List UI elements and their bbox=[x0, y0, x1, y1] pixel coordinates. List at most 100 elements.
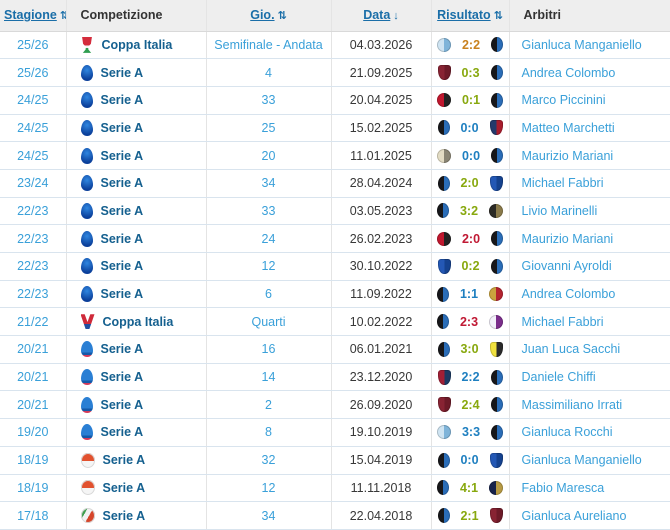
competition-link[interactable]: Serie A bbox=[100, 370, 144, 385]
home-team-badge-icon[interactable] bbox=[437, 148, 451, 163]
competition-link[interactable]: Serie A bbox=[100, 397, 144, 412]
away-team-badge-icon[interactable] bbox=[489, 175, 503, 191]
home-team-badge-icon[interactable] bbox=[437, 231, 451, 246]
referee-link[interactable]: Gianluca Manganiello bbox=[509, 31, 670, 60]
matchday-link[interactable]: 8 bbox=[206, 418, 332, 447]
competition-link[interactable]: Serie A bbox=[102, 508, 146, 523]
away-team-badge-icon[interactable] bbox=[490, 258, 503, 274]
season-link[interactable]: 24/25 bbox=[0, 86, 67, 115]
away-team-badge-icon[interactable] bbox=[489, 341, 503, 357]
competition-link[interactable]: Serie A bbox=[100, 65, 144, 80]
home-team-badge-icon[interactable] bbox=[437, 369, 451, 385]
season-link[interactable]: 22/23 bbox=[0, 280, 67, 309]
home-team-badge-icon[interactable] bbox=[437, 175, 450, 191]
away-team-badge-icon[interactable] bbox=[491, 424, 503, 440]
competition-link[interactable]: Serie A bbox=[100, 120, 144, 135]
matchday-link[interactable]: 16 bbox=[206, 335, 332, 364]
away-team-badge-icon[interactable] bbox=[490, 369, 503, 385]
season-link[interactable]: 18/19 bbox=[0, 446, 67, 475]
result-link[interactable]: 2:1 bbox=[460, 508, 479, 523]
result-link[interactable]: 0:0 bbox=[461, 148, 481, 163]
home-team-badge-icon[interactable] bbox=[437, 258, 451, 274]
referee-link[interactable]: Michael Fabbri bbox=[509, 307, 670, 337]
competition-link[interactable]: Serie A bbox=[100, 287, 144, 302]
sort-both-icon[interactable]: ⇅ bbox=[277, 10, 287, 23]
away-team-badge-icon[interactable] bbox=[489, 120, 503, 136]
home-team-badge-icon[interactable] bbox=[437, 65, 451, 81]
sort-both-icon[interactable]: ⇅ bbox=[493, 10, 503, 23]
matchday-link[interactable]: 20 bbox=[206, 141, 332, 170]
away-team-badge-icon[interactable] bbox=[489, 452, 503, 468]
season-link[interactable]: 24/25 bbox=[0, 114, 67, 143]
away-team-badge-icon[interactable] bbox=[491, 148, 503, 164]
result-link[interactable]: 2:0 bbox=[461, 231, 481, 246]
home-team-badge-icon[interactable] bbox=[437, 341, 450, 357]
away-team-badge-icon[interactable] bbox=[489, 480, 503, 495]
home-team-badge-icon[interactable] bbox=[437, 286, 449, 302]
season-link[interactable]: 25/26 bbox=[0, 58, 67, 87]
matchday-link[interactable]: 12 bbox=[206, 252, 332, 281]
competition-link[interactable]: Serie A bbox=[100, 342, 144, 357]
home-team-badge-icon[interactable] bbox=[437, 508, 450, 524]
result-link[interactable]: 1:1 bbox=[459, 287, 479, 302]
season-link[interactable]: 24/25 bbox=[0, 141, 67, 170]
matchday-link[interactable]: Quarti bbox=[206, 307, 332, 337]
matchday-link[interactable]: 33 bbox=[206, 86, 332, 115]
competition-link[interactable]: Serie A bbox=[102, 480, 146, 495]
home-team-badge-icon[interactable] bbox=[437, 37, 451, 52]
result-link[interactable]: 2:3 bbox=[459, 314, 479, 329]
away-team-badge-icon[interactable] bbox=[489, 508, 503, 524]
result-link[interactable]: 2:4 bbox=[461, 397, 480, 412]
sort-both-icon[interactable]: ⇅ bbox=[59, 10, 66, 23]
matchday-link[interactable]: 6 bbox=[206, 280, 332, 309]
sort-link-risultato[interactable]: Risultato bbox=[437, 8, 491, 23]
competition-link[interactable]: Coppa Italia bbox=[102, 314, 174, 329]
column-header-gio[interactable]: Gio. ⇅ bbox=[206, 0, 332, 32]
competition-link[interactable]: Serie A bbox=[100, 176, 144, 191]
matchday-link[interactable]: 14 bbox=[206, 363, 332, 392]
sort-down-icon[interactable]: ↓ bbox=[393, 10, 399, 23]
result-link[interactable]: 2:0 bbox=[460, 176, 479, 191]
referee-link[interactable]: Michael Fabbri bbox=[509, 169, 670, 198]
matchday-link[interactable]: 12 bbox=[206, 474, 332, 503]
home-team-badge-icon[interactable] bbox=[437, 480, 449, 496]
season-link[interactable]: 17/18 bbox=[0, 501, 67, 530]
referee-link[interactable]: Marco Piccinini bbox=[509, 86, 670, 115]
sort-link-gio[interactable]: Gio. bbox=[250, 8, 275, 23]
season-link[interactable]: 22/23 bbox=[0, 224, 67, 253]
sort-link-stagione[interactable]: Stagione bbox=[4, 8, 57, 23]
home-team-badge-icon[interactable] bbox=[437, 425, 451, 440]
referee-link[interactable]: Juan Luca Sacchi bbox=[509, 335, 670, 364]
competition-link[interactable]: Serie A bbox=[100, 231, 144, 246]
matchday-link[interactable]: 34 bbox=[206, 501, 332, 530]
competition-link[interactable]: Serie A bbox=[100, 259, 144, 274]
referee-link[interactable]: Giovanni Ayroldi bbox=[509, 252, 670, 281]
competition-link[interactable]: Serie A bbox=[100, 93, 144, 108]
result-link[interactable]: 2:2 bbox=[461, 370, 480, 385]
home-team-badge-icon[interactable] bbox=[437, 397, 451, 413]
matchday-link[interactable]: 4 bbox=[206, 58, 332, 87]
season-link[interactable]: 22/23 bbox=[0, 252, 67, 281]
away-team-badge-icon[interactable] bbox=[491, 37, 503, 53]
referee-link[interactable]: Massimiliano Irrati bbox=[509, 390, 670, 420]
season-link[interactable]: 25/26 bbox=[0, 31, 67, 60]
result-link[interactable]: 0:0 bbox=[460, 453, 479, 468]
referee-link[interactable]: Maurizio Mariani bbox=[509, 224, 670, 253]
season-link[interactable]: 18/19 bbox=[0, 474, 67, 503]
season-link[interactable]: 20/21 bbox=[0, 335, 67, 364]
referee-link[interactable]: Fabio Maresca bbox=[509, 474, 670, 503]
competition-link[interactable]: Coppa Italia bbox=[101, 37, 173, 52]
matchday-link[interactable]: 25 bbox=[206, 114, 332, 143]
matchday-link[interactable]: 32 bbox=[206, 446, 332, 475]
away-team-badge-icon[interactable] bbox=[491, 92, 503, 108]
away-team-badge-icon[interactable] bbox=[490, 65, 503, 81]
referee-link[interactable]: Livio Marinelli bbox=[509, 197, 670, 226]
season-link[interactable]: 22/23 bbox=[0, 197, 67, 226]
away-team-badge-icon[interactable] bbox=[489, 203, 503, 218]
home-team-badge-icon[interactable] bbox=[437, 314, 449, 330]
competition-link[interactable]: Serie A bbox=[100, 203, 144, 218]
referee-link[interactable]: Gianluca Aureliano bbox=[509, 501, 670, 530]
season-link[interactable]: 23/24 bbox=[0, 169, 67, 198]
result-link[interactable]: 0:2 bbox=[461, 259, 480, 274]
result-link[interactable]: 0:1 bbox=[461, 93, 481, 108]
